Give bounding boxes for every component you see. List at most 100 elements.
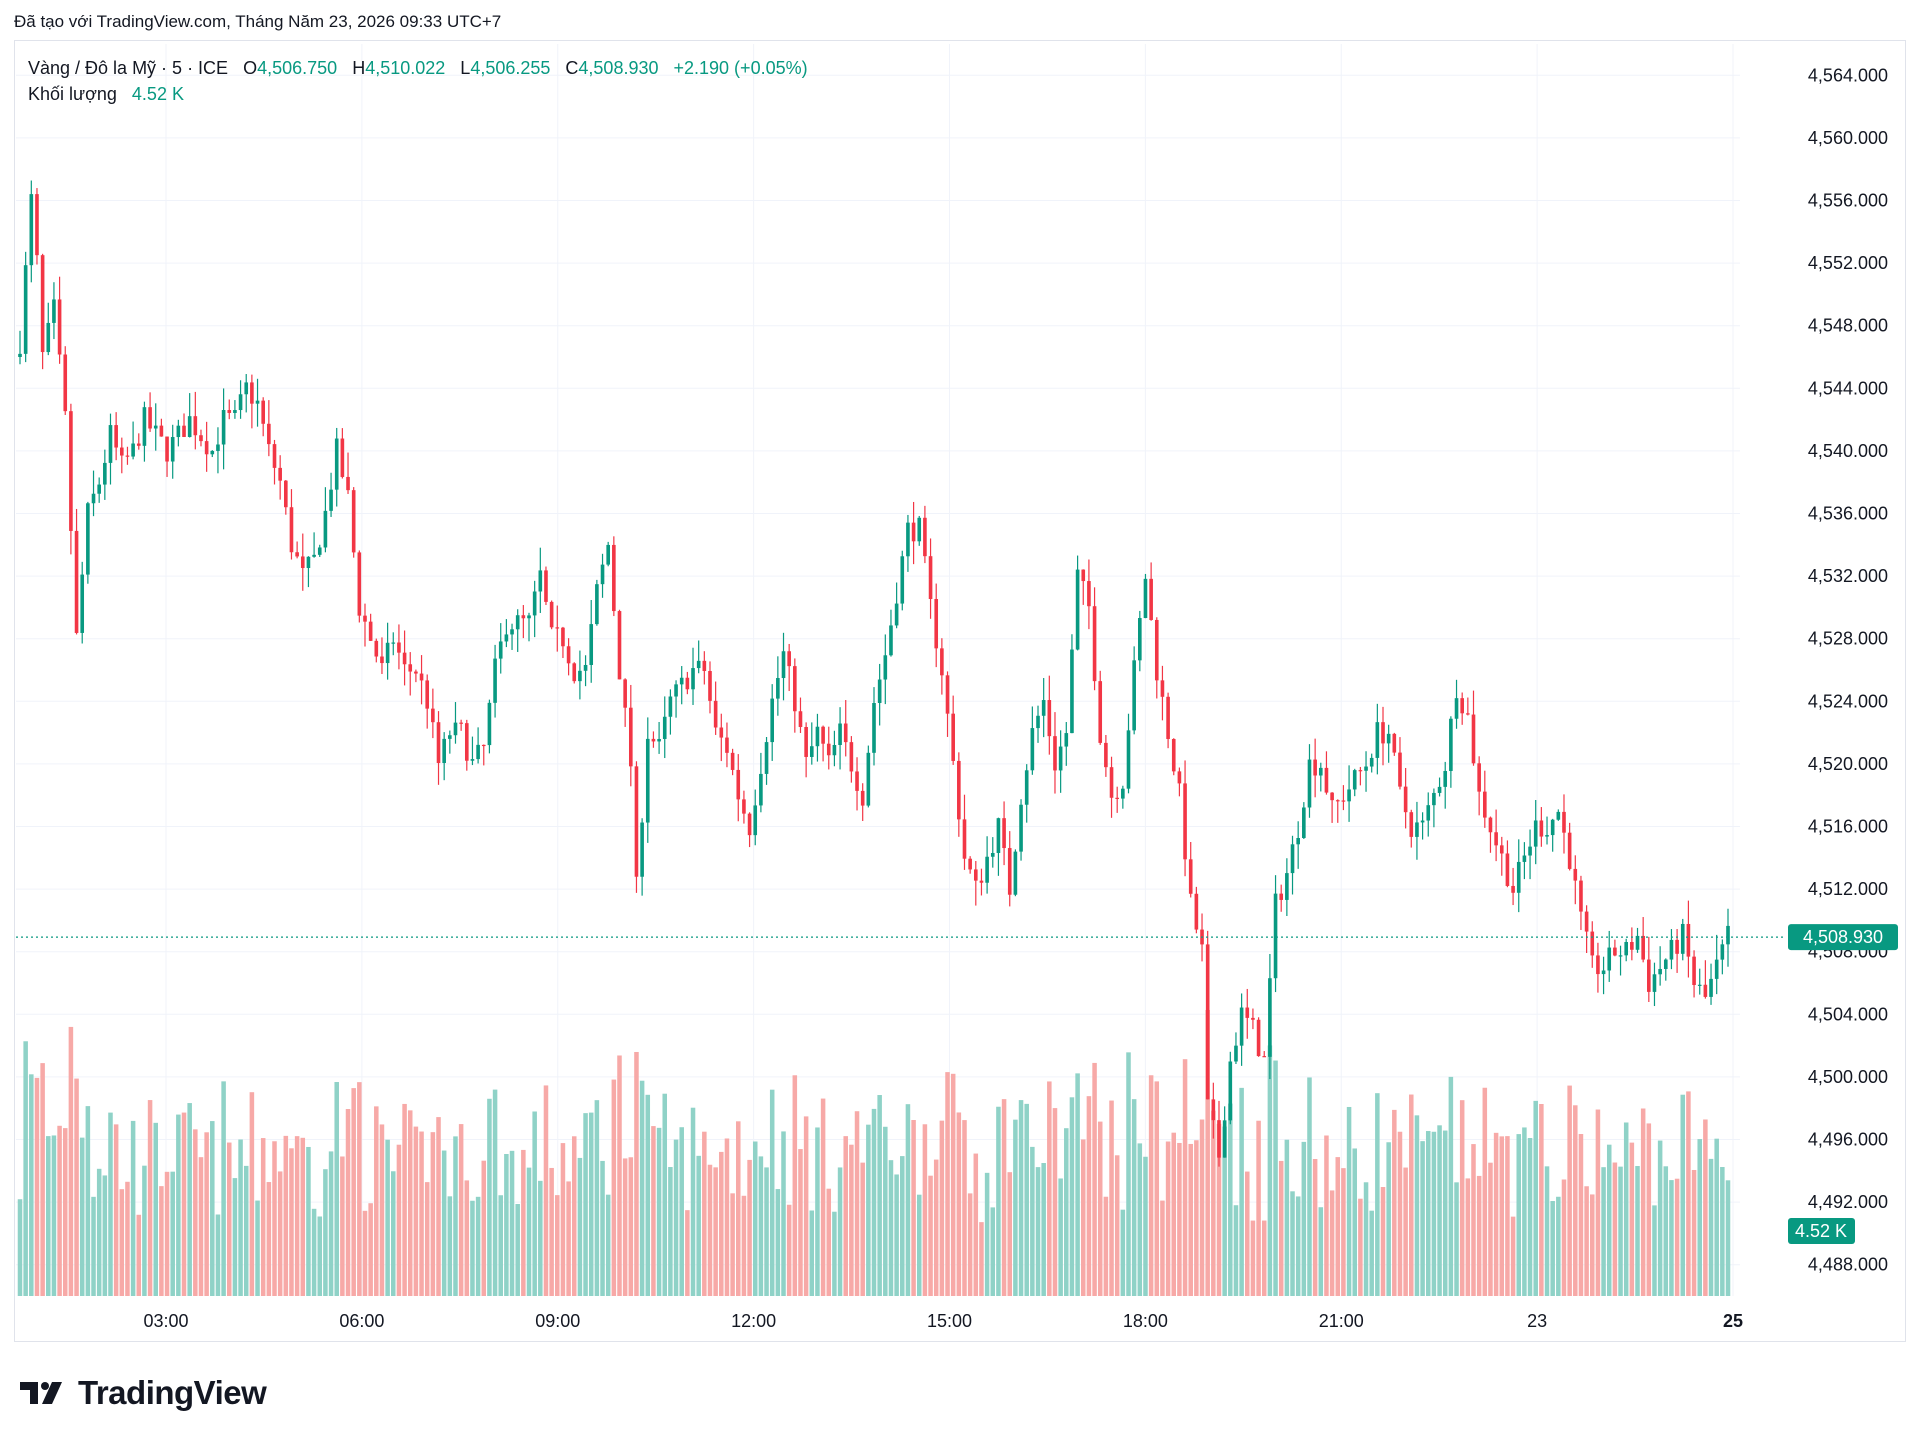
candle-body: [521, 615, 526, 619]
volume-bar: [1465, 1178, 1471, 1296]
volume-bar: [1301, 1141, 1307, 1296]
candle-body: [1652, 974, 1657, 992]
last-price-label: 4,508.930: [1803, 927, 1883, 947]
candle-body: [340, 438, 345, 477]
volume-bar: [571, 1136, 577, 1296]
candle-body: [244, 382, 249, 395]
symbol-label[interactable]: Vàng / Đô la Mỹ · 5 · ICE: [28, 58, 229, 78]
volume-bar: [441, 1150, 447, 1296]
candle-body: [57, 299, 62, 355]
volume-bar: [1018, 1100, 1024, 1296]
candle-body: [589, 624, 594, 665]
volume-bar: [17, 1199, 23, 1296]
volume-bar: [272, 1141, 277, 1296]
volume-bar: [979, 1222, 984, 1296]
candle-body: [170, 437, 175, 462]
volume-bar: [447, 1196, 453, 1296]
candle-body: [1347, 789, 1351, 802]
candle-body: [532, 591, 537, 616]
volume-bar: [328, 1151, 334, 1296]
candle-body: [159, 425, 164, 437]
volume-bar: [204, 1132, 209, 1296]
candle-body: [204, 441, 209, 455]
volume-label[interactable]: Khối lượng: [28, 84, 117, 104]
candle-body: [193, 416, 198, 436]
candle-body: [487, 702, 492, 746]
volume-bar: [487, 1098, 492, 1296]
candle-body: [1109, 767, 1114, 798]
price-tick-label: 4,540.000: [1808, 441, 1888, 461]
volume-bar: [226, 1142, 232, 1296]
candle-body: [934, 599, 939, 649]
candle-body: [883, 655, 888, 680]
candle-body: [1075, 569, 1080, 650]
candle-body: [1630, 942, 1634, 950]
volume-bar: [1590, 1194, 1595, 1296]
candle-body: [1228, 1061, 1233, 1121]
candle-body: [1121, 788, 1125, 799]
candle-body: [945, 675, 950, 714]
candle-body: [600, 564, 605, 585]
candle-body: [1251, 1017, 1255, 1020]
candle-body: [1313, 759, 1317, 776]
candle-body: [1324, 767, 1329, 793]
change-value: +2.190 (+0.05%): [673, 58, 808, 78]
candle-body: [1556, 811, 1561, 820]
volume-bar: [826, 1188, 832, 1296]
price-tick-label: 4,564.000: [1808, 65, 1888, 85]
volume-bar: [515, 1204, 520, 1296]
candle-body: [1318, 767, 1323, 776]
volume-bar: [1041, 1163, 1046, 1296]
volume-bar: [1228, 1103, 1233, 1296]
candle-body: [668, 696, 673, 717]
price-tick-label: 4,516.000: [1808, 817, 1888, 837]
candle-body: [753, 805, 758, 836]
candle-body: [18, 353, 22, 357]
candle-body: [1415, 822, 1419, 837]
candle-body: [770, 698, 775, 743]
volume-bar: [1092, 1062, 1097, 1296]
volume-bar: [1584, 1186, 1589, 1296]
volume-bar: [147, 1100, 153, 1296]
candle-body: [1239, 1007, 1244, 1046]
candle-body: [1697, 984, 1702, 986]
chart-frame[interactable]: [14, 40, 1906, 1342]
volume-bar: [1047, 1081, 1052, 1296]
candle-body: [911, 522, 916, 542]
tradingview-logo[interactable]: TradingView: [18, 1374, 267, 1412]
volume-bar: [950, 1073, 956, 1296]
candle-body: [985, 856, 989, 883]
candle-body: [131, 443, 135, 457]
volume-bar: [1454, 1182, 1459, 1296]
volume-bar: [1714, 1138, 1719, 1296]
candle-body: [29, 194, 34, 266]
candle-body: [1290, 844, 1295, 874]
candle-body: [849, 742, 854, 772]
candle-body: [957, 760, 961, 820]
time-tick-label: 12:00: [731, 1311, 776, 1331]
candle-body: [481, 744, 486, 747]
price-overlays: 4,508.930 4.52 K: [16, 924, 1898, 1244]
volume-bar: [1448, 1076, 1454, 1296]
candle-body: [1714, 959, 1719, 979]
candle-body: [470, 759, 475, 761]
candle-body: [1562, 811, 1566, 833]
volume-bar: [345, 1109, 351, 1296]
candle-body: [1296, 838, 1300, 845]
candle-body: [436, 722, 441, 764]
volume-bar: [1335, 1157, 1341, 1296]
volume-bar: [1459, 1100, 1465, 1296]
volume-bar: [1493, 1132, 1499, 1296]
candle-body: [1341, 800, 1346, 802]
candle-body: [1658, 968, 1662, 975]
candle-body: [843, 723, 848, 743]
volume-bar: [741, 1195, 747, 1296]
volume-bar: [1680, 1094, 1686, 1296]
candle-body: [1217, 1120, 1221, 1158]
volume-bar: [1686, 1091, 1691, 1296]
candle-body: [498, 641, 503, 659]
candle-body: [453, 722, 458, 736]
candle-body: [35, 194, 39, 256]
candle-body: [1188, 859, 1193, 894]
